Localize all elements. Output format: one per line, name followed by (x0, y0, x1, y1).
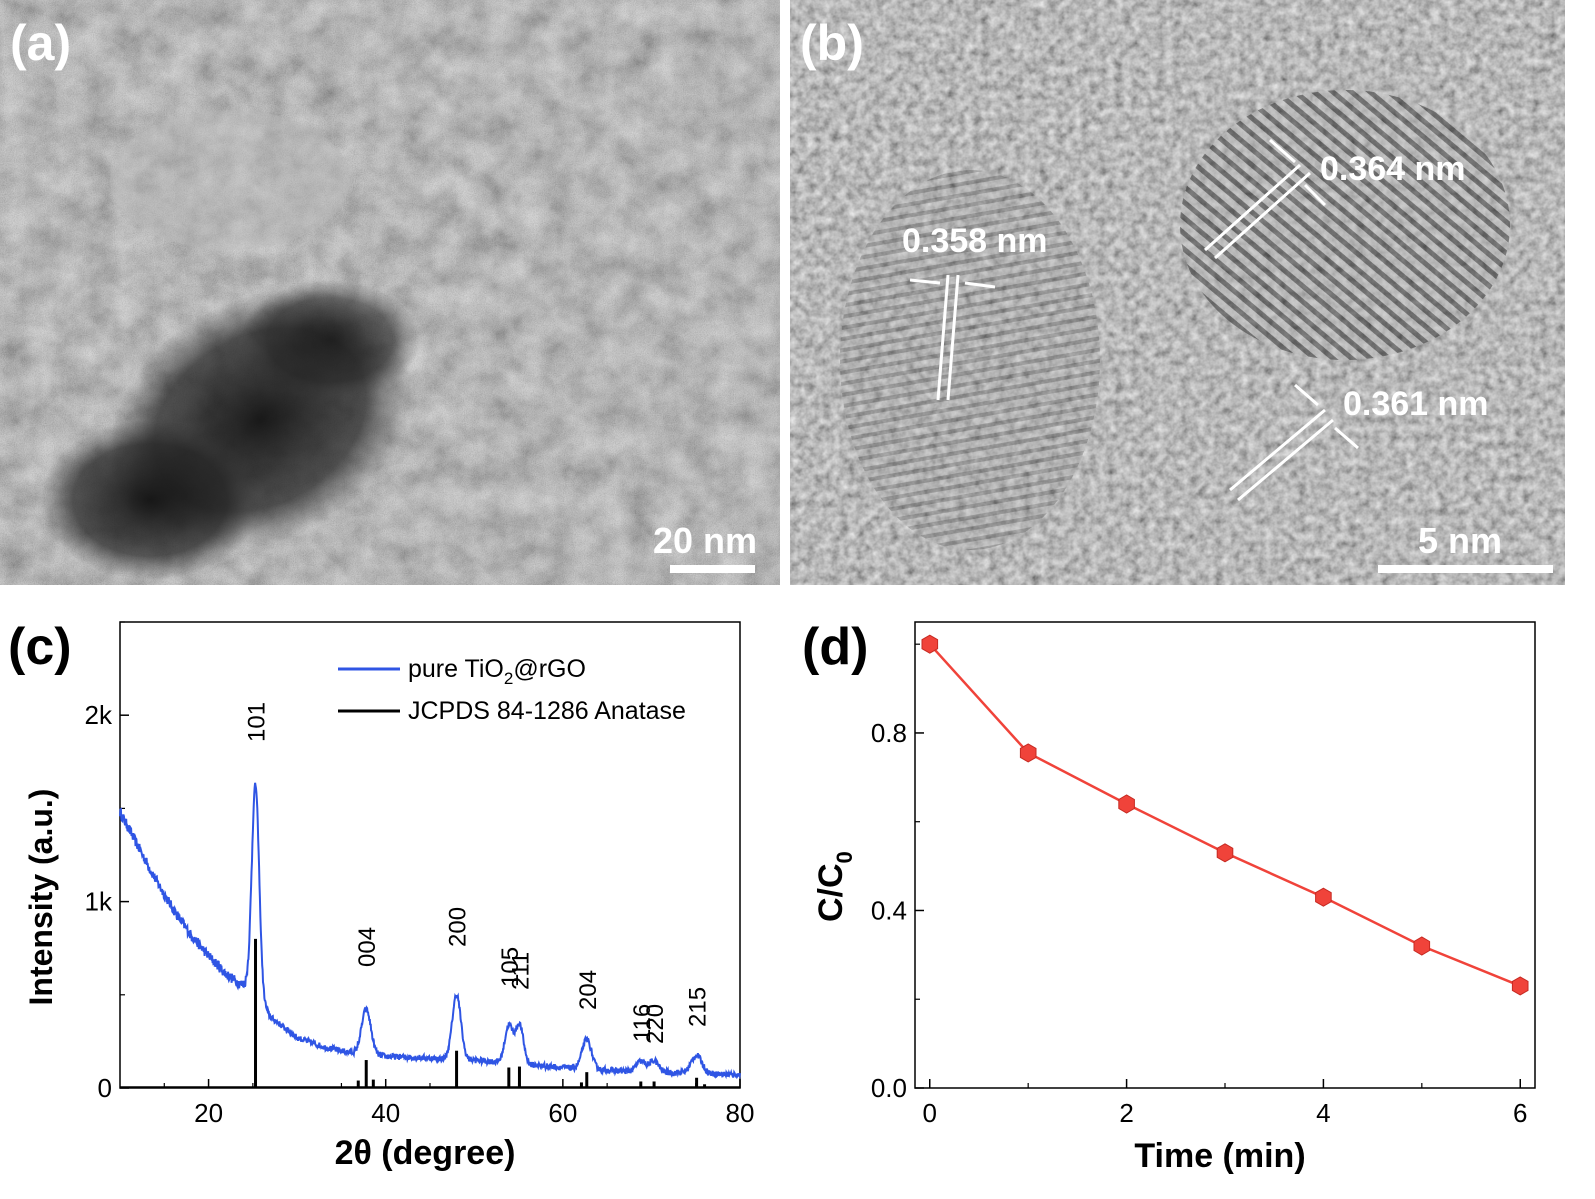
kinetics-axes: 0 2 4 6 0.0 0.4 0.8 (871, 621, 1536, 1128)
kinetics-x-tick-label: 0 (923, 1098, 937, 1128)
kinetics-series-line (928, 643, 1521, 988)
scale-bar-label-b: 5 nm (1418, 520, 1502, 561)
spacing-label-1: 0.364 nm (1320, 150, 1466, 188)
xrd-legend-label: pure TiO2@rGO (408, 655, 586, 688)
kinetics-data-point (1315, 887, 1332, 907)
xrd-x-tick-label: 40 (371, 1098, 400, 1128)
xrd-peak-label: 105 (497, 947, 524, 987)
xrd-series-line (119, 782, 741, 1080)
xrd-x-tick-label: 80 (726, 1098, 755, 1128)
kinetics-chart-panel: (d) 0 2 4 6 0.0 0.4 0.8 Time (min) C/C0 (790, 592, 1570, 1199)
kinetics-x-tick-label: 4 (1316, 1098, 1330, 1128)
tem-image-a-canvas: (a) 20 nm (0, 0, 780, 585)
kinetics-data-point (1216, 843, 1234, 863)
kinetics-y-tick-label: 0.0 (871, 1073, 907, 1103)
kinetics-series (921, 634, 1529, 996)
xrd-peak-label: 204 (575, 970, 602, 1010)
xrd-peak-label: 211 (507, 952, 534, 990)
tem-image-b: (b) 0.364 nm 0.358 nm 0.361 nm 5 nm (790, 0, 1565, 585)
panel-label-b: (b) (800, 15, 864, 71)
kinetics-data-point (1118, 794, 1135, 814)
tem-image-b-canvas: (b) 0.364 nm 0.358 nm 0.361 nm 5 nm (790, 0, 1565, 585)
xrd-x-tick-label: 60 (548, 1098, 577, 1128)
spacing-marker-2 (909, 274, 996, 401)
tem-image-a: (a) 20 nm (0, 0, 780, 585)
kinetics-y-tick-label: 0.8 (871, 718, 907, 748)
kinetics-data-point (921, 634, 939, 654)
xrd-y-tick-label: 0 (98, 1073, 112, 1103)
xrd-x-tick-label: 20 (194, 1098, 223, 1128)
xrd-series (119, 782, 741, 1088)
scale-bar-label-a: 20 nm (653, 520, 757, 561)
kinetics-data-point (1511, 976, 1529, 996)
xrd-peak-label: 116 (629, 1004, 656, 1042)
xrd-y-tick-label: 2k (85, 700, 113, 730)
xrd-axes: 20 40 60 80 0 1k 2k (85, 621, 755, 1128)
panel-label-d: (d) (802, 618, 868, 676)
spacing-marker-3 (1229, 383, 1359, 502)
xrd-peak-label: 220 (642, 1004, 669, 1044)
panel-label-c: (c) (8, 618, 72, 676)
spacing-label-2: 0.358 nm (902, 222, 1048, 260)
scale-bar-b (1378, 565, 1553, 573)
kinetics-chart: (d) 0 2 4 6 0.0 0.4 0.8 Time (min) C/C0 (802, 618, 1536, 1175)
kinetics-data-point (1413, 936, 1431, 956)
xrd-x-axis-title: 2θ (degree) (335, 1134, 516, 1172)
xrd-legend-label: JCPDS 84-1286 Anatase (408, 697, 686, 725)
spacing-label-3: 0.361 nm (1343, 385, 1489, 423)
panel-label-a: (a) (10, 15, 71, 71)
xrd-y-axis-title: Intensity (a.u.) (23, 789, 59, 1006)
xrd-peak-label: 215 (685, 987, 712, 1027)
kinetics-x-axis-title: Time (min) (1134, 1137, 1305, 1175)
xrd-peak-label: 200 (445, 907, 472, 947)
spacing-marker-1 (1203, 138, 1327, 260)
xrd-peak-label: 101 (244, 702, 271, 742)
scale-bar-a (670, 565, 755, 573)
xrd-legend: pure TiO2@rGO JCPDS 84-1286 Anatase (338, 655, 686, 725)
kinetics-y-tick-label: 0.4 (871, 895, 907, 925)
kinetics-x-tick-label: 6 (1513, 1098, 1527, 1128)
kinetics-data-point (1019, 743, 1037, 763)
kinetics-y-axis-title: C/C0 (812, 851, 857, 922)
kinetics-x-tick-label: 2 (1119, 1098, 1133, 1128)
xrd-y-tick-label: 1k (85, 887, 113, 917)
xrd-chart-panel: (c) 20 40 60 80 0 1k 2k 101 004 200 105 211 204 116 2… (0, 592, 780, 1199)
xrd-peak-label: 004 (354, 927, 381, 967)
